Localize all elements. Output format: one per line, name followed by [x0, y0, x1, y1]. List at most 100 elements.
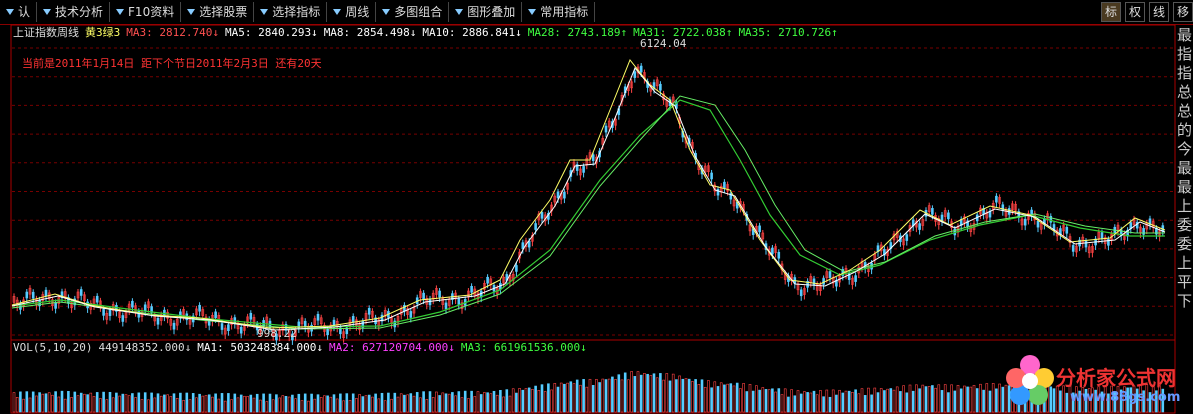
ma-label: MA31: 2722.038↑	[633, 26, 732, 39]
vol-bar	[22, 398, 25, 413]
candle-body	[604, 125, 608, 133]
vol-bar	[572, 383, 576, 413]
candle-body	[1020, 218, 1024, 226]
candle-body	[995, 195, 998, 203]
vol-bar	[534, 385, 537, 413]
candle-body	[812, 278, 816, 286]
toolbar-button[interactable]: 权	[1125, 2, 1145, 22]
candle-body	[556, 191, 560, 199]
side-char: 最	[1177, 178, 1193, 196]
vol-bar	[883, 390, 886, 413]
vol-bar	[1062, 385, 1065, 413]
candle-body	[131, 300, 134, 308]
candle-body	[851, 278, 854, 285]
candle-body	[828, 271, 832, 278]
candle-body	[223, 327, 227, 335]
vol-bar	[681, 378, 685, 413]
vol-bar	[844, 390, 848, 413]
candle-body	[265, 316, 269, 324]
vol-bar	[428, 391, 432, 413]
vol-bar	[259, 399, 262, 413]
candle-body	[169, 318, 173, 326]
vol-bar	[531, 388, 534, 413]
candle-body	[1023, 218, 1027, 226]
vol-bar	[127, 395, 131, 413]
vol-bar	[454, 395, 457, 413]
candle-body	[1107, 239, 1110, 246]
toolbar-button[interactable]: 线	[1149, 2, 1169, 22]
toolbar-button[interactable]: 移	[1173, 2, 1193, 22]
vol-bar	[716, 386, 720, 413]
candle-body	[883, 248, 886, 256]
ma-label: MA8: 2854.498↓	[324, 26, 417, 39]
vol-bar	[380, 392, 384, 413]
vol-bar	[553, 383, 557, 413]
candle-body	[156, 317, 160, 325]
candle-body	[406, 308, 409, 315]
candle-body	[364, 313, 368, 320]
vol-bar	[921, 384, 925, 413]
vol-bar	[511, 388, 515, 413]
vol-bar	[1052, 388, 1056, 413]
vol-bar	[1119, 389, 1123, 413]
candle-body	[1014, 203, 1017, 211]
vol-bar	[220, 393, 224, 413]
vol-bar	[211, 396, 214, 413]
vol-bar	[614, 379, 617, 413]
vol-bar	[108, 391, 112, 413]
toolbar-item[interactable]: 常用指标	[522, 2, 596, 22]
vol-bar	[377, 398, 381, 413]
candle-body	[457, 298, 461, 305]
vol-bar	[886, 388, 889, 413]
vol-bar	[729, 383, 733, 413]
vol-bar	[1161, 388, 1165, 413]
candle-body	[476, 292, 480, 300]
candle-body	[659, 83, 662, 91]
vol-bar	[451, 392, 454, 413]
vol-title: VOL(5,10,20)	[13, 341, 92, 354]
vol-bar	[745, 391, 749, 413]
candle-body	[409, 311, 413, 318]
candle-body	[1036, 220, 1040, 228]
vol-bar	[275, 394, 278, 413]
candle-body	[729, 192, 733, 200]
vol-bar	[431, 397, 435, 413]
vol-bar	[1151, 384, 1155, 413]
candle-body	[54, 302, 57, 309]
vol-bar	[556, 386, 560, 413]
vol-bar	[956, 385, 960, 413]
vol-bar	[902, 385, 905, 413]
vol-bar	[521, 389, 525, 413]
vol-bar	[134, 397, 137, 413]
vol-bar	[1158, 385, 1161, 413]
vol-bar	[1084, 388, 1088, 413]
vol-bar	[425, 399, 429, 413]
vol-bar	[95, 392, 99, 413]
vol-bar	[86, 394, 89, 413]
candle-body	[639, 65, 643, 73]
vol-bar	[918, 388, 921, 413]
vol-bar	[287, 396, 291, 413]
toolbar-button[interactable]: 标	[1101, 2, 1121, 22]
vol-bar	[735, 382, 739, 413]
candle-body	[918, 223, 921, 230]
vol-bar	[326, 395, 329, 413]
vol-bar	[595, 379, 598, 413]
vol-bar	[694, 379, 697, 413]
vol-bar	[777, 388, 781, 413]
vol-bar	[1123, 386, 1126, 413]
vol-bar	[115, 392, 118, 413]
candle-body	[79, 289, 83, 296]
vol-bar	[774, 391, 777, 413]
candle-body	[300, 317, 304, 325]
candle-body	[470, 286, 473, 293]
candle-body	[239, 326, 243, 334]
candle-body	[521, 242, 525, 249]
vol-bar	[166, 394, 169, 413]
vol-bar	[585, 386, 589, 413]
vol-bar	[723, 384, 726, 413]
vol-bar	[172, 393, 176, 413]
vol-bar	[335, 398, 339, 413]
vol-bar	[185, 392, 189, 413]
vol-bar	[1097, 386, 1101, 413]
